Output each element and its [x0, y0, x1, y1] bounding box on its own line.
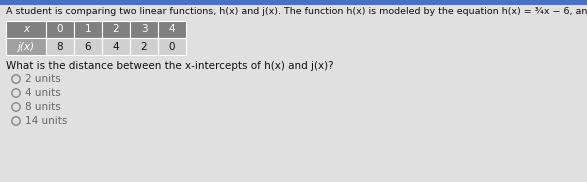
- Bar: [158, 21, 186, 38]
- Bar: [74, 38, 102, 55]
- Text: 3: 3: [141, 25, 147, 35]
- Text: 1: 1: [85, 25, 92, 35]
- Bar: [102, 38, 130, 55]
- Bar: [6, 38, 46, 55]
- Text: j(x): j(x): [18, 41, 35, 52]
- Bar: [130, 38, 158, 55]
- Bar: [46, 21, 74, 38]
- Text: 2: 2: [141, 41, 147, 52]
- Bar: [158, 38, 186, 55]
- Text: What is the distance between the x-intercepts of h(x) and j(x)?: What is the distance between the x-inter…: [6, 61, 333, 71]
- Text: 4: 4: [113, 41, 119, 52]
- Bar: [130, 21, 158, 38]
- Text: x: x: [23, 25, 29, 35]
- Bar: [102, 21, 130, 38]
- Text: 4: 4: [168, 25, 176, 35]
- Text: 0: 0: [168, 41, 176, 52]
- Text: 2: 2: [113, 25, 119, 35]
- Text: 0: 0: [57, 25, 63, 35]
- Text: 8: 8: [57, 41, 63, 52]
- Text: 8 units: 8 units: [25, 102, 60, 112]
- Bar: [46, 38, 74, 55]
- Bar: [6, 21, 46, 38]
- Text: 4 units: 4 units: [25, 88, 60, 98]
- Text: 14 units: 14 units: [25, 116, 68, 126]
- Text: 2 units: 2 units: [25, 74, 60, 84]
- Bar: [0, 0, 587, 5]
- Text: 6: 6: [85, 41, 92, 52]
- Text: A student is comparing two linear functions, h(x) and j(x). The function h(x) is: A student is comparing two linear functi…: [6, 7, 587, 16]
- Bar: [74, 21, 102, 38]
